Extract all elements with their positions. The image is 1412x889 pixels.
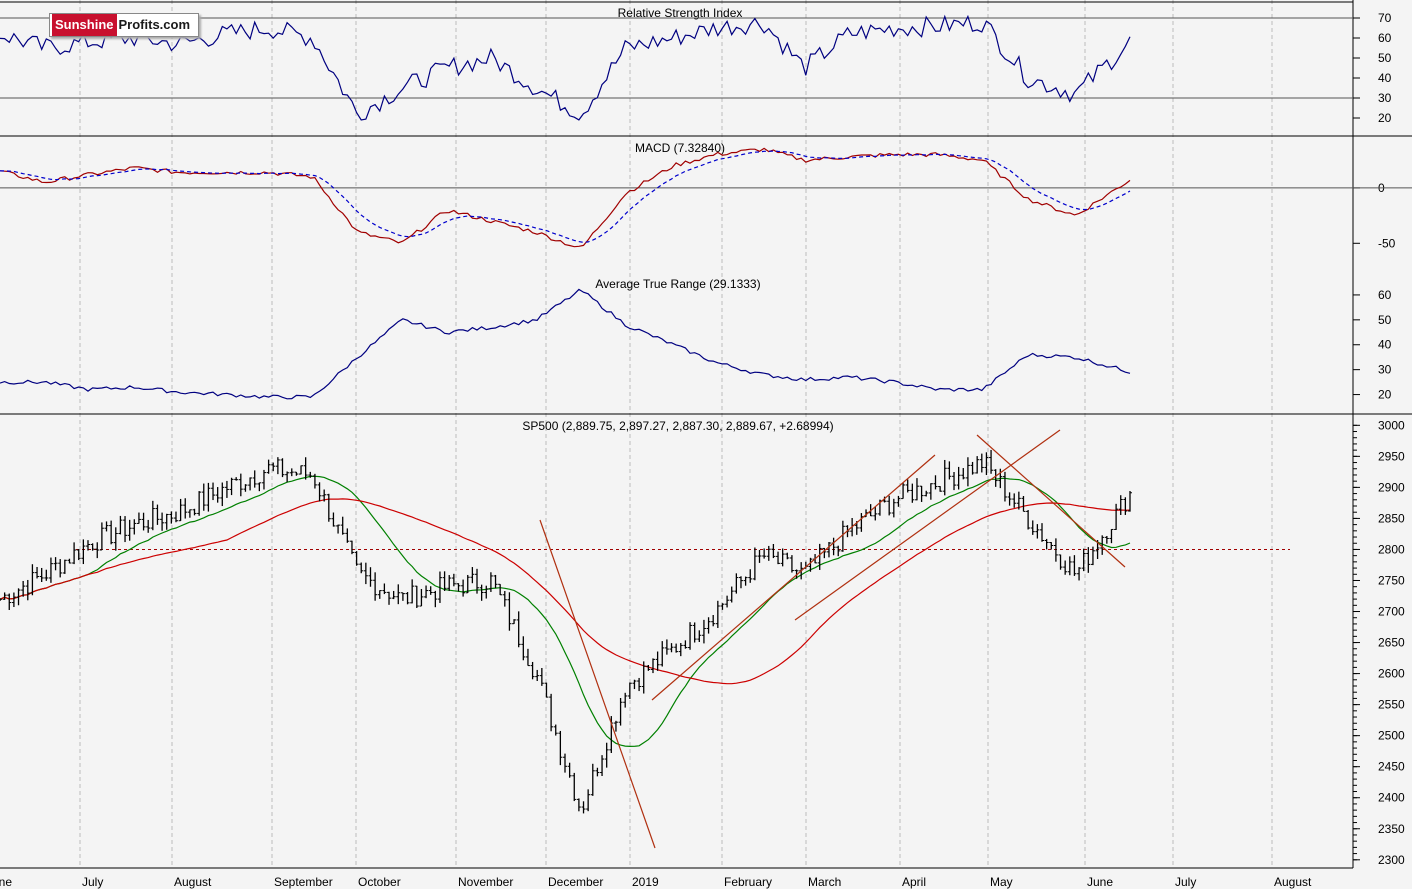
y-tick-label: 3000 <box>1378 418 1405 432</box>
x-axis-label: September <box>274 875 333 889</box>
x-axis-label: December <box>548 875 603 889</box>
trend-line <box>794 429 1061 621</box>
logo-part-1: Sunshine <box>52 14 117 36</box>
y-tick-label: -50 <box>1378 236 1396 250</box>
trend-lines <box>539 429 1126 849</box>
y-tick-label: 2300 <box>1378 853 1405 867</box>
y-tick-label: 2900 <box>1378 480 1405 494</box>
x-axis-label: June <box>1087 875 1113 889</box>
trend-line <box>976 434 1126 568</box>
x-axis-label: February <box>724 875 772 889</box>
reference-lines <box>0 17 1412 550</box>
macd-signal-line <box>0 150 1131 244</box>
x-axis-label: October <box>358 875 401 889</box>
axis-ticks: 7060504030200-50605040302030002950290028… <box>1353 11 1405 867</box>
y-tick-label: 2450 <box>1378 760 1405 774</box>
trend-line <box>651 454 936 701</box>
y-tick-label: 20 <box>1378 388 1392 402</box>
ma-green-line <box>0 475 1131 748</box>
ohlc-bars <box>0 449 1132 814</box>
y-tick-label: 2600 <box>1378 667 1405 681</box>
macd-title: MACD (7.32840) <box>635 141 725 155</box>
y-tick-label: 20 <box>1378 111 1392 125</box>
y-tick-label: 2950 <box>1378 449 1405 463</box>
x-axis-labels: June July August September October November De… <box>0 875 1312 889</box>
y-tick-label: 2500 <box>1378 729 1405 743</box>
y-tick-label: 40 <box>1378 338 1392 352</box>
y-tick-label: 70 <box>1378 11 1392 25</box>
y-tick-label: 2350 <box>1378 822 1405 836</box>
rsi-title: Relative Strength Index <box>618 6 743 20</box>
gridlines <box>79 0 1273 868</box>
x-axis-label: March <box>808 875 841 889</box>
x-axis-label: July <box>82 875 103 889</box>
atr-title: Average True Range (29.1333) <box>595 277 760 291</box>
x-axis-label: November <box>458 875 513 889</box>
y-tick-label: 30 <box>1378 91 1392 105</box>
logo-part-2: Profits.com <box>118 17 191 32</box>
ma-red-line <box>0 498 1131 685</box>
x-axis-label: August <box>1274 875 1312 889</box>
y-tick-label: 2850 <box>1378 511 1405 525</box>
y-tick-label: 2700 <box>1378 605 1405 619</box>
x-axis-label: May <box>990 875 1013 889</box>
x-axis-label: April <box>902 875 926 889</box>
y-tick-label: 50 <box>1378 313 1392 327</box>
rsi-line <box>0 14 1131 121</box>
y-tick-label: 2800 <box>1378 542 1405 556</box>
sunshine-profits-logo: Sunshine Profits.com <box>49 13 199 37</box>
x-axis-label: 2019 <box>632 875 659 889</box>
y-tick-label: 30 <box>1378 363 1392 377</box>
y-tick-label: 2650 <box>1378 636 1405 650</box>
y-tick-label: 60 <box>1378 288 1392 302</box>
trend-line <box>539 519 656 849</box>
x-axis-label: June <box>0 875 12 889</box>
y-tick-label: 40 <box>1378 71 1392 85</box>
y-tick-label: 2400 <box>1378 791 1405 805</box>
price-title: SP500 (2,889.75, 2,897.27, 2,887.30, 2,8… <box>522 419 833 433</box>
y-tick-label: 50 <box>1378 51 1392 65</box>
series-layer <box>0 14 1131 748</box>
y-tick-label: 60 <box>1378 31 1392 45</box>
y-tick-label: 2550 <box>1378 698 1405 712</box>
x-axis-label: August <box>174 875 212 889</box>
y-tick-label: 2750 <box>1378 573 1405 587</box>
x-axis-label: July <box>1175 875 1196 889</box>
atr-line <box>0 288 1131 400</box>
panel-frames <box>0 0 1412 869</box>
macd-line <box>0 147 1131 248</box>
